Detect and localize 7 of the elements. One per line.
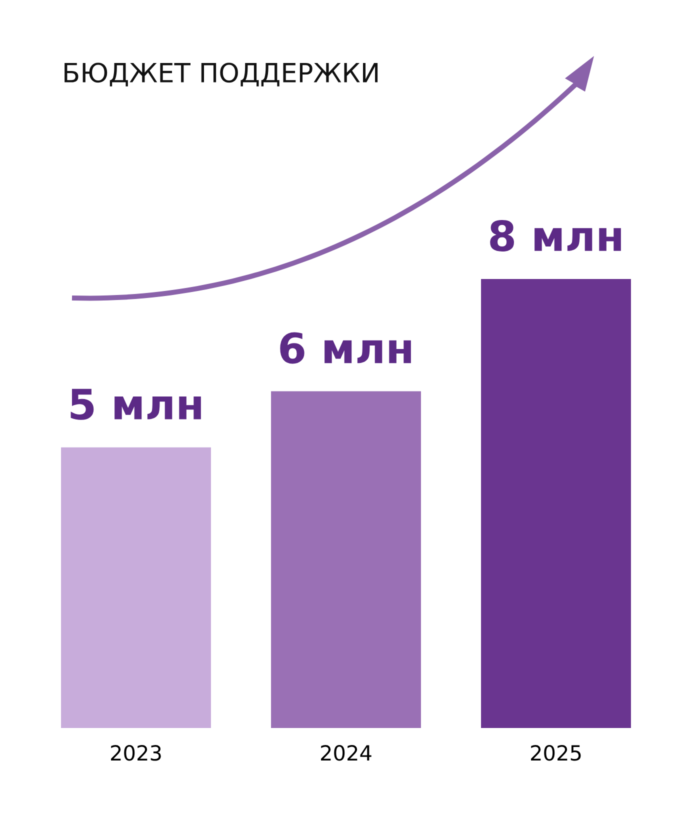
data-label: 8 млн <box>490 220 621 252</box>
x-tick-label: 2024 <box>321 745 372 761</box>
data-label: 5 млн <box>70 388 201 420</box>
data-label: 6 млн <box>280 332 411 364</box>
x-tick-label: 2025 <box>531 745 581 761</box>
chart-title: БЮДЖЕТ ПОДДЕРЖКИ <box>64 62 378 86</box>
x-tick-label: 2023 <box>111 745 161 761</box>
